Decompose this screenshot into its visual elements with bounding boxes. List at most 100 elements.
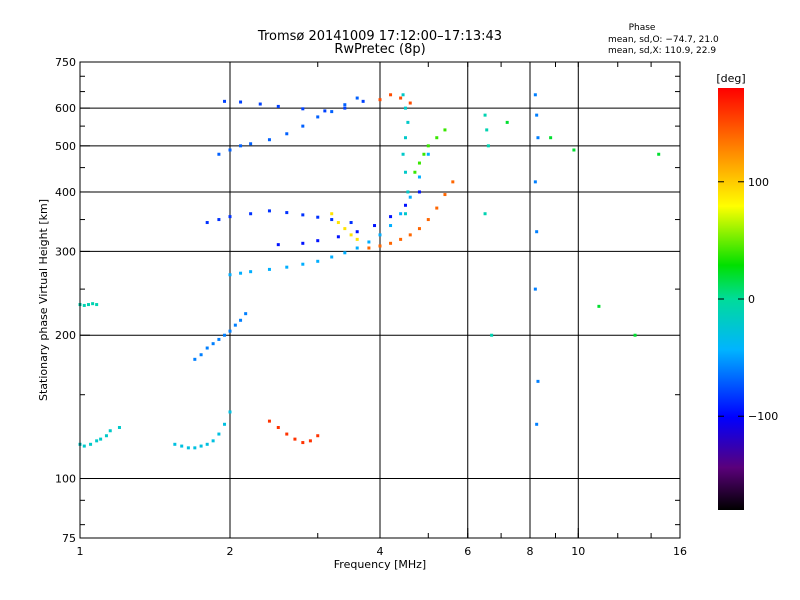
data-point-12-2 <box>285 432 289 436</box>
data-point-6-9 <box>349 221 353 225</box>
data-point-3-5 <box>223 333 227 337</box>
data-point-7-10 <box>355 96 359 100</box>
data-point-3-4 <box>217 337 221 341</box>
data-point-9-0 <box>367 246 371 250</box>
x-tick-label-2: 4 <box>377 545 384 558</box>
data-point-0-5 <box>104 434 108 438</box>
data-point-9-8 <box>443 193 447 197</box>
data-point-7-0 <box>217 152 221 156</box>
data-point-16-4 <box>490 333 494 337</box>
data-point-11-3 <box>408 101 412 105</box>
data-point-4-6 <box>316 259 320 263</box>
data-point-13-4 <box>401 152 405 156</box>
data-point-13-2 <box>406 120 410 124</box>
data-point-5-8 <box>417 190 421 194</box>
data-point-12-0 <box>267 419 271 423</box>
data-point-5-4 <box>355 230 359 234</box>
colorbar-tick-label-2: −100 <box>748 410 778 423</box>
data-point-6-2 <box>228 215 232 219</box>
data-point-5-3 <box>336 235 340 239</box>
data-point-0-7 <box>117 425 121 429</box>
data-point-7-5 <box>285 132 289 136</box>
data-point-10-1 <box>336 221 340 225</box>
data-point-13-1 <box>403 106 407 110</box>
data-point-5-7 <box>403 203 407 207</box>
data-point-12-4 <box>301 441 305 445</box>
data-point-3-3 <box>211 342 215 346</box>
stats-x-mode: mean, sd,X: 110.9, 22.9 <box>608 46 716 56</box>
data-point-9-2 <box>389 241 393 245</box>
data-point-2-0 <box>173 442 177 446</box>
data-point-12-5 <box>308 439 312 443</box>
data-point-14-4 <box>435 136 439 140</box>
data-point-10-4 <box>355 237 359 241</box>
data-point-2-4 <box>199 444 203 448</box>
data-point-0-1 <box>82 444 86 448</box>
data-point-13-5 <box>403 170 407 174</box>
data-point-14-5 <box>443 128 447 132</box>
data-point-0-2 <box>89 442 93 446</box>
chart-title: Tromsø 20141009 17:12:00–17:13:43 <box>257 29 502 44</box>
data-point-7-7 <box>316 115 320 119</box>
data-point-13-3 <box>403 136 407 140</box>
data-point-8-6 <box>343 106 347 110</box>
y-tick-label-2: 200 <box>55 329 76 342</box>
x-tick-label-1: 2 <box>227 545 234 558</box>
data-point-7-2 <box>239 144 243 148</box>
data-point-15-7 <box>535 422 539 426</box>
colorbar-ticks: 100 0 −100 <box>718 176 778 423</box>
data-point-11-0 <box>378 98 382 102</box>
data-point-9-4 <box>408 233 412 237</box>
data-point-4-15 <box>417 175 421 179</box>
data-points <box>78 93 661 450</box>
data-point-15-1 <box>535 113 539 117</box>
data-point-10-2 <box>343 227 347 231</box>
data-point-4-2 <box>249 270 253 274</box>
data-point-1-1 <box>82 303 86 307</box>
data-point-13-6 <box>406 190 410 194</box>
x-axis: 1 2 4 6 8 10 16 <box>77 62 687 558</box>
data-point-13-7 <box>403 212 407 216</box>
data-point-4-3 <box>267 267 271 271</box>
data-point-10-0 <box>330 212 334 216</box>
data-point-12-1 <box>276 425 280 429</box>
data-point-15-0 <box>533 93 537 97</box>
gridlines <box>80 62 680 538</box>
colorbar: [deg] 100 0 −100 <box>716 72 778 510</box>
data-point-1-4 <box>95 303 99 307</box>
data-point-2-8 <box>223 422 227 426</box>
data-point-11-2 <box>399 96 403 100</box>
data-point-0-4 <box>99 437 103 441</box>
data-point-15-3 <box>533 180 537 184</box>
data-point-4-16 <box>426 152 430 156</box>
data-point-7-6 <box>301 124 305 128</box>
data-point-3-6 <box>228 329 232 333</box>
data-point-6-8 <box>330 218 334 222</box>
data-point-14-3 <box>426 144 430 148</box>
data-point-14-2 <box>422 152 426 156</box>
data-point-8-0 <box>223 99 227 103</box>
data-point-6-1 <box>217 218 221 222</box>
data-point-4-13 <box>399 212 403 216</box>
y-tick-label-4: 400 <box>55 186 76 199</box>
data-point-15-4 <box>535 230 539 234</box>
data-point-4-12 <box>389 224 393 228</box>
data-point-4-5 <box>301 262 305 266</box>
data-point-7-4 <box>267 138 271 142</box>
data-point-13-0 <box>401 93 405 97</box>
data-point-4-11 <box>378 233 382 237</box>
data-point-17-5 <box>657 152 661 156</box>
data-point-5-5 <box>373 224 377 228</box>
x-tick-label-5: 10 <box>571 545 585 558</box>
data-point-1-3 <box>91 302 95 306</box>
data-point-6-0 <box>205 221 209 225</box>
data-point-16-3 <box>483 212 487 216</box>
y-tick-label-0: 75 <box>62 532 76 545</box>
x-axis-label: Frequency [MHz] <box>334 558 426 571</box>
y-axis-label: Stationary phase Virtual Height [km] <box>37 199 50 401</box>
data-point-2-5 <box>205 442 209 446</box>
data-point-8-7 <box>361 99 365 103</box>
data-point-5-2 <box>316 239 320 243</box>
data-point-17-2 <box>572 148 576 152</box>
